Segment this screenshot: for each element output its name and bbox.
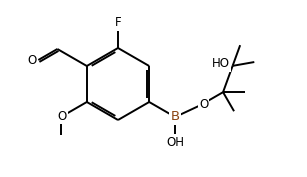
Text: O: O — [199, 98, 208, 111]
Text: B: B — [171, 110, 180, 124]
Text: HO: HO — [212, 57, 230, 70]
Text: O: O — [28, 53, 37, 67]
Text: OH: OH — [166, 136, 184, 149]
Text: F: F — [115, 16, 121, 30]
Text: O: O — [57, 110, 67, 122]
